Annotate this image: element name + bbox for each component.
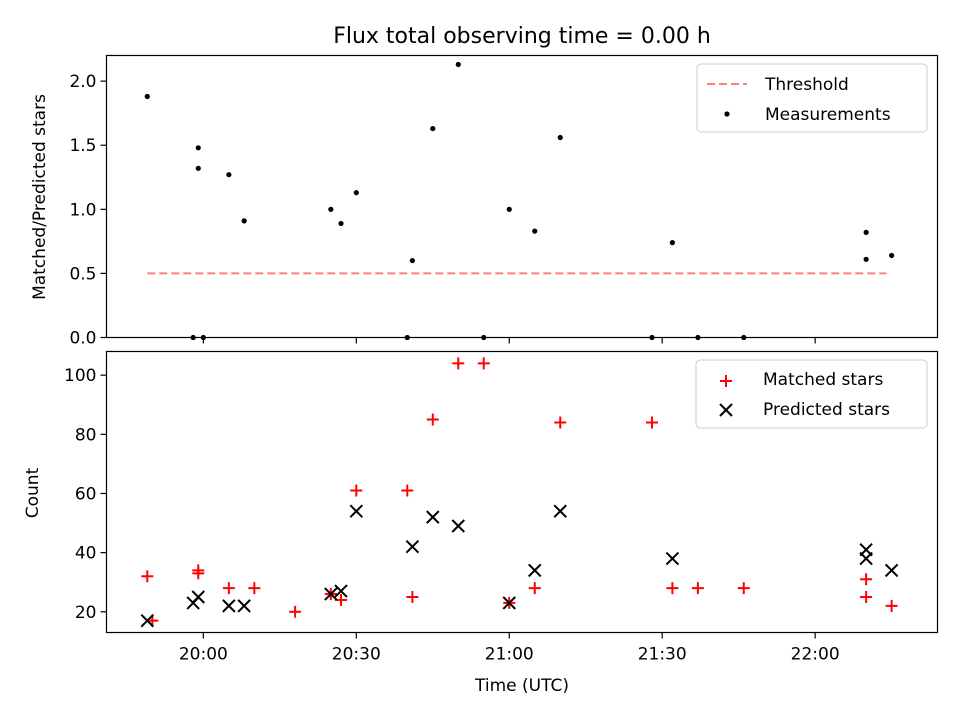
measurement-point xyxy=(455,61,461,68)
y-tick-label: 2.0 xyxy=(69,72,96,92)
x-axis-label: Time (UTC) xyxy=(474,676,569,696)
x-tick-label: 21:00 xyxy=(485,645,534,665)
measurement-point xyxy=(863,256,869,262)
measurement-point xyxy=(226,172,232,178)
y-tick-label: 60 xyxy=(75,484,97,504)
predicted-star-point xyxy=(405,540,420,554)
matched-star-point xyxy=(406,591,419,604)
matched-star-point xyxy=(141,570,154,583)
legend-predicted-label: Predicted stars xyxy=(763,400,890,420)
bottom-legend: Matched stars Predicted stars xyxy=(695,359,928,429)
y-tick-label: 1.5 xyxy=(69,136,96,156)
predicted-star-point xyxy=(237,599,251,613)
matched-star-point xyxy=(289,605,302,618)
measurement-point xyxy=(338,220,344,227)
legend-box xyxy=(696,63,928,133)
matched-star-point xyxy=(426,413,439,426)
legend-predicted-swatch xyxy=(719,403,733,417)
measurement-point xyxy=(353,190,359,196)
predicted-star-point xyxy=(528,563,542,578)
y-tick-label: 1.0 xyxy=(69,200,96,220)
predicted-star-point xyxy=(665,551,680,566)
measurement-point xyxy=(557,134,563,141)
legend-measurements-label: Measurements xyxy=(765,105,891,125)
matched-star-point xyxy=(192,567,205,580)
matched-star-point xyxy=(646,416,659,429)
legend-box xyxy=(695,359,928,429)
predicted-star-point xyxy=(222,599,236,613)
y-tick-label: 0.0 xyxy=(69,329,96,349)
measurement-point xyxy=(328,206,334,212)
predicted-star-point xyxy=(324,587,338,601)
matched-star-point xyxy=(860,573,873,586)
chart-title: Flux total observing time = 0.00 h xyxy=(333,24,711,49)
top-y-axis: 0.0 0.5 1.0 1.5 2.0 xyxy=(69,72,107,349)
top-panel: Flux total observing time = 0.00 h Match… xyxy=(30,24,939,349)
measurement-point xyxy=(195,165,201,171)
predicted-star-point xyxy=(884,563,899,578)
x-tick-label: 20:00 xyxy=(179,645,228,665)
x-tick-label: 21:30 xyxy=(638,645,687,665)
matched-star-point xyxy=(222,582,235,595)
matched-star-point xyxy=(335,593,348,606)
matched-star-point xyxy=(477,357,490,370)
matched-star-point xyxy=(452,357,465,370)
predicted-star-point xyxy=(334,584,348,598)
measurement-point xyxy=(430,125,436,132)
matched-star-point xyxy=(666,582,679,595)
bottom-axes-frame xyxy=(105,350,939,634)
legend-matched-swatch xyxy=(720,375,732,387)
predicted-star-point xyxy=(502,596,516,610)
predicted-star-point xyxy=(859,551,873,566)
bottom-x-axis: 20:00 20:30 21:00 21:30 22:00 xyxy=(179,632,840,665)
matched-star-point xyxy=(401,484,414,497)
matched-star-point xyxy=(554,416,567,429)
y-tick-label: 0.5 xyxy=(69,264,96,284)
y-tick-label: 100 xyxy=(64,366,96,386)
y-tick-label: 80 xyxy=(75,425,97,445)
top-legend: Threshold Measurements xyxy=(696,63,928,133)
matched-star-point xyxy=(350,484,363,497)
matched-star-point xyxy=(860,591,873,604)
matched-star-point xyxy=(737,582,750,595)
top-axes-frame xyxy=(105,54,939,339)
predicted-star-point xyxy=(191,590,205,604)
measurement-point xyxy=(889,252,895,259)
predicted-star-point xyxy=(349,504,364,518)
bottom-y-axis-label: Count xyxy=(23,467,43,518)
y-tick-label: 40 xyxy=(75,544,97,564)
legend-threshold-label: Threshold xyxy=(764,75,849,95)
measurement-point xyxy=(506,206,512,212)
measurement-point xyxy=(863,229,869,235)
predicted-star-point xyxy=(553,504,567,518)
predicted-star-point xyxy=(426,510,440,524)
x-tick-label: 20:30 xyxy=(332,645,381,665)
x-tick-label: 22:00 xyxy=(791,645,840,665)
measurement-point xyxy=(669,240,675,246)
legend-matched-label: Matched stars xyxy=(763,370,883,390)
matched-star-point xyxy=(528,582,541,595)
y-tick-label: 20 xyxy=(75,603,97,623)
matched-star-point xyxy=(885,599,898,612)
measurement-point xyxy=(532,228,538,234)
measurement-point xyxy=(241,218,247,224)
predicted-star-point xyxy=(140,613,154,628)
measurement-point xyxy=(409,257,415,264)
matched-star-point xyxy=(248,582,261,595)
top-y-axis-label: Matched/Predicted stars xyxy=(30,94,50,300)
legend-measurements-swatch xyxy=(724,111,730,117)
matched-star-point xyxy=(691,582,704,595)
bottom-y-axis: 20 40 60 80 100 xyxy=(64,366,107,623)
measurement-point xyxy=(195,145,201,151)
predicted-star-point xyxy=(451,519,465,533)
measurement-point xyxy=(144,93,150,100)
bottom-plot-area xyxy=(140,357,899,628)
